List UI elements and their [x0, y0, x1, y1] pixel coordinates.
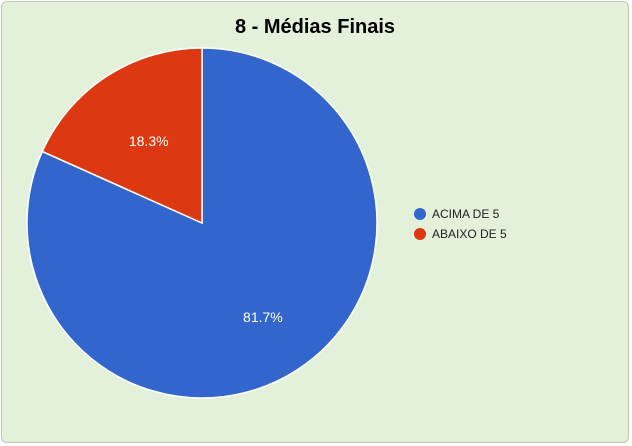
- legend-swatch-acima: [414, 208, 426, 220]
- slice-label-acima: 81.7%: [243, 309, 283, 325]
- slice-label-abaixo: 18.3%: [129, 133, 169, 149]
- legend-item-abaixo[interactable]: ABAIXO DE 5: [414, 224, 507, 244]
- legend: ACIMA DE 5 ABAIXO DE 5: [414, 204, 507, 244]
- chart-title: 8 - Médias Finais: [234, 16, 396, 38]
- legend-item-acima[interactable]: ACIMA DE 5: [414, 204, 507, 224]
- legend-label-abaixo: ABAIXO DE 5: [432, 227, 507, 241]
- legend-swatch-abaixo: [414, 228, 426, 240]
- legend-label-acima: ACIMA DE 5: [432, 207, 500, 221]
- slice-abaixo[interactable]: [41, 47, 203, 225]
